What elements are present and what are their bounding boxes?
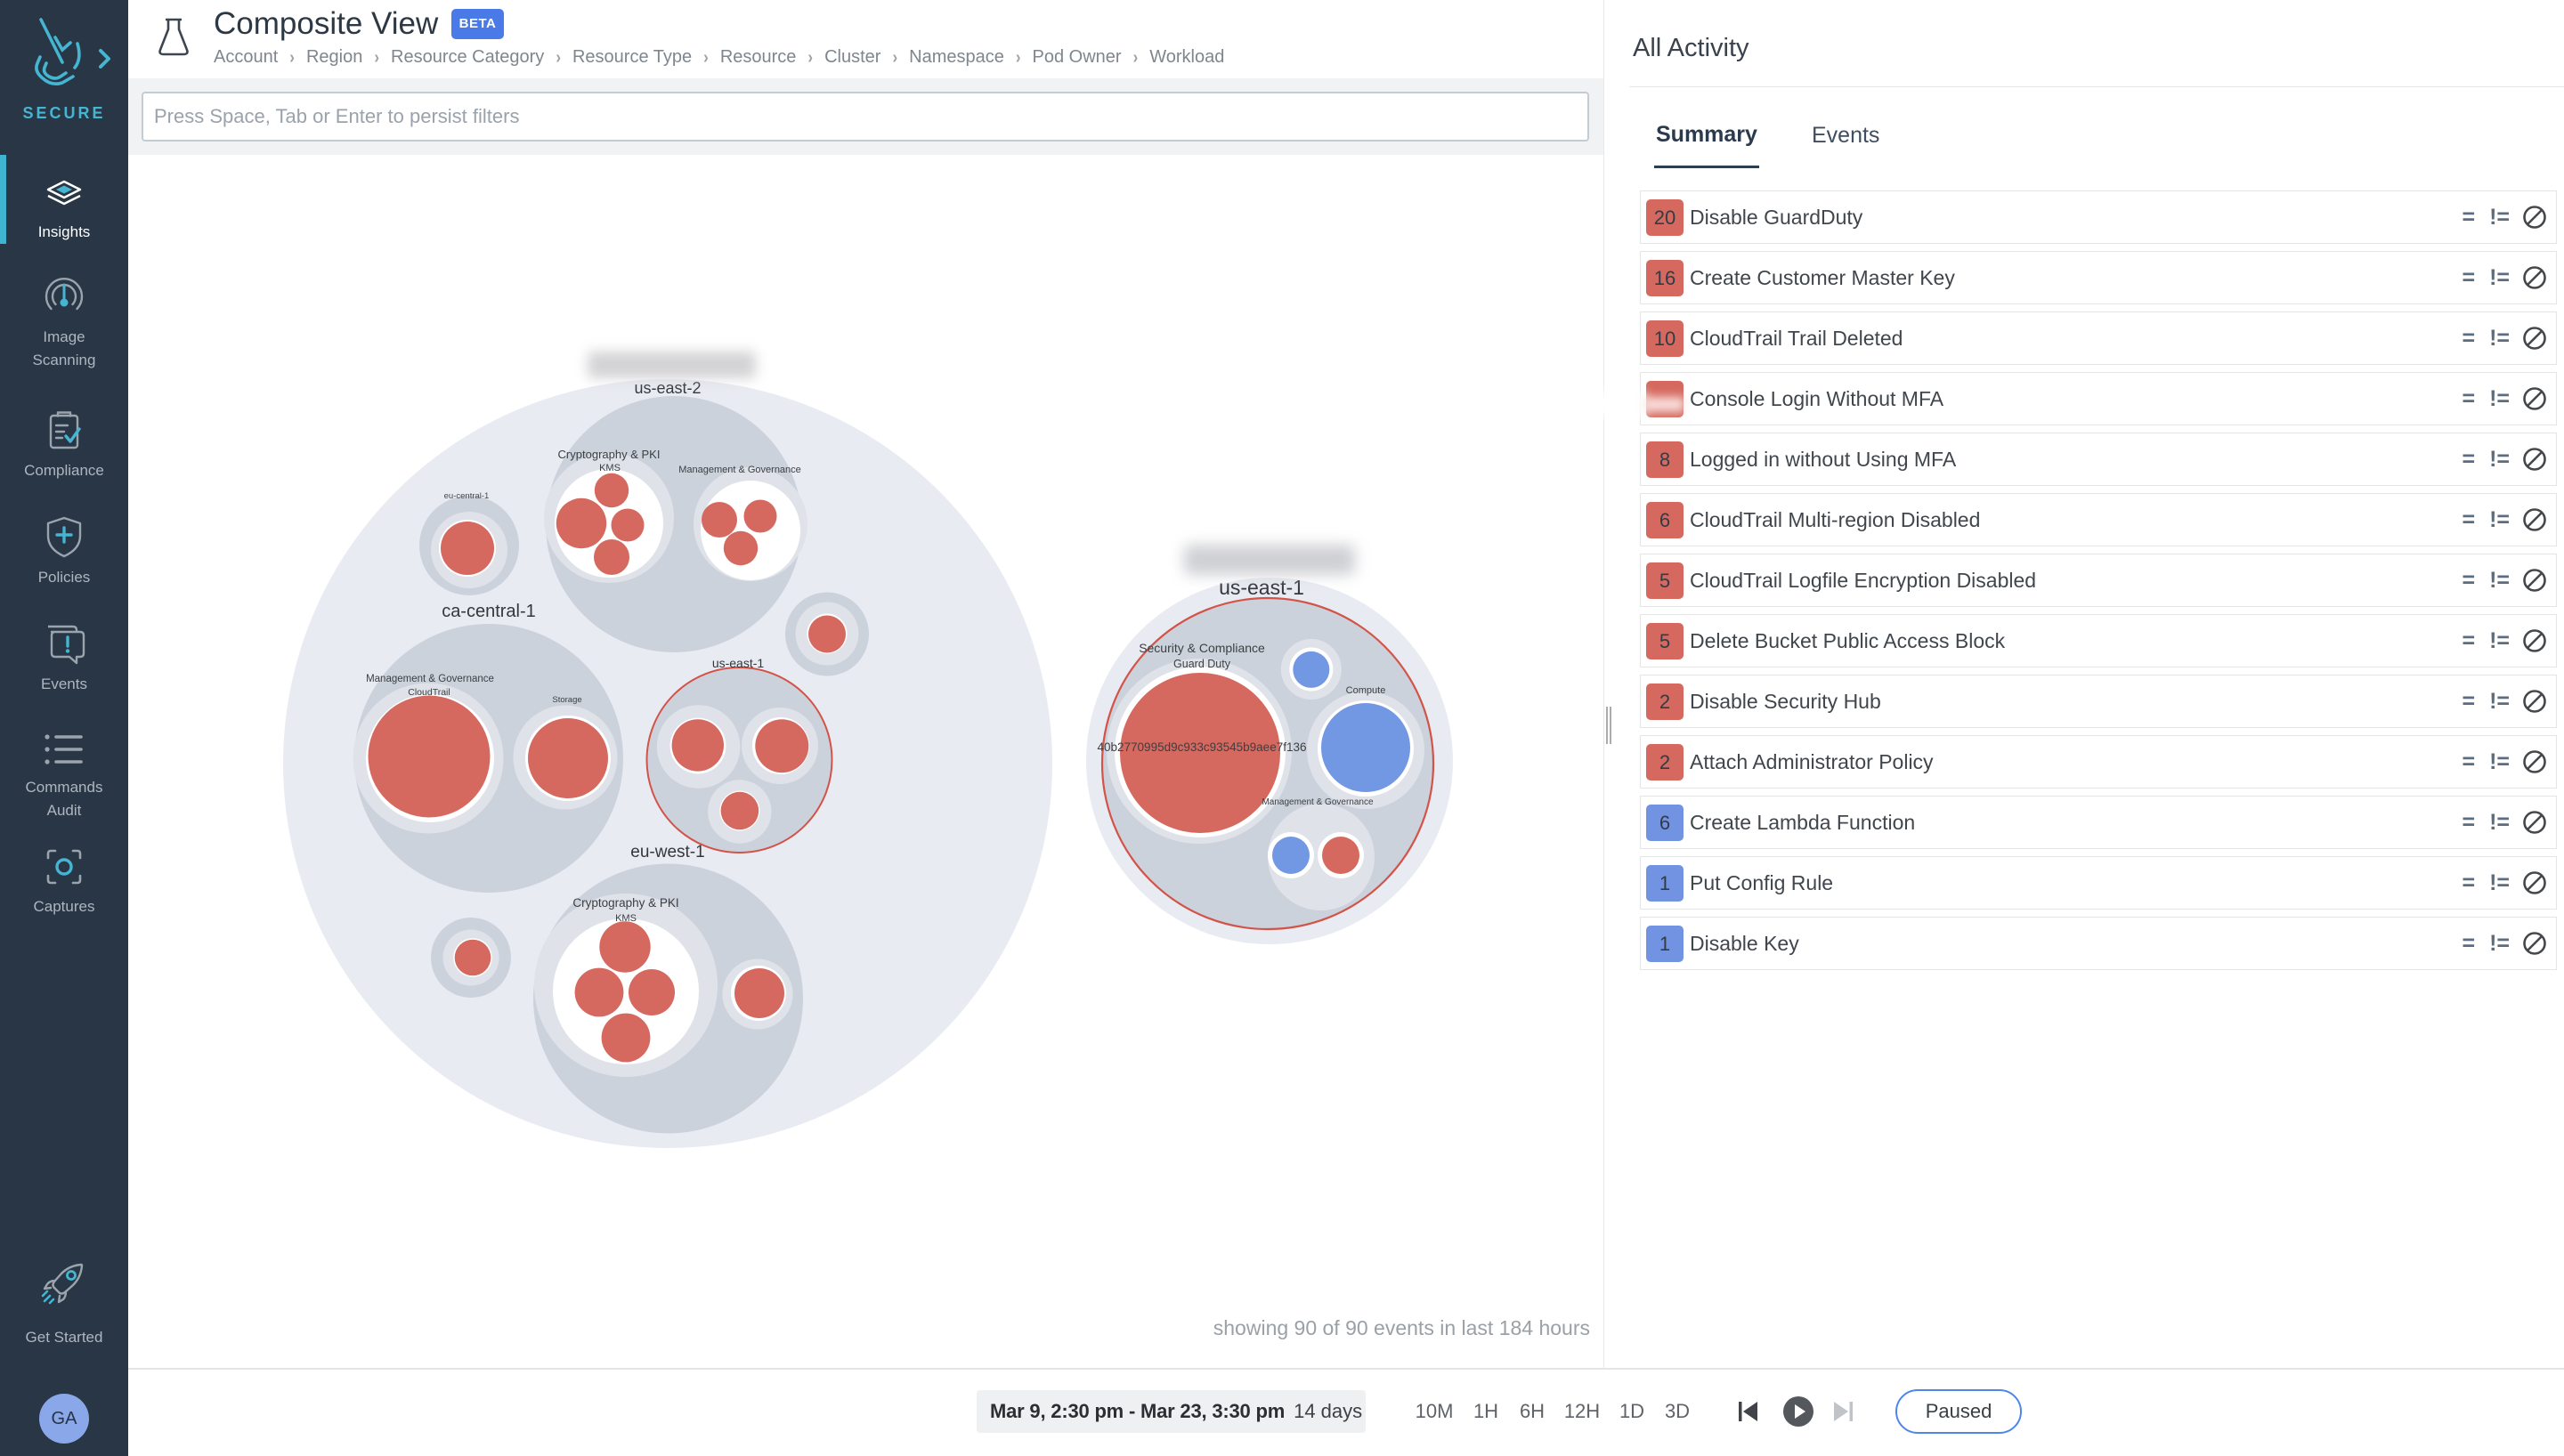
svg-text:Management & Governance: Management & Governance — [1262, 797, 1374, 807]
svg-text:Cryptography & PKI: Cryptography & PKI — [558, 448, 661, 461]
svg-text:KMS: KMS — [599, 463, 621, 473]
svg-text:Security & Compliance: Security & Compliance — [1139, 641, 1265, 655]
svg-text:Guard Duty: Guard Duty — [1173, 658, 1231, 670]
svg-text:Management & Governance: Management & Governance — [366, 674, 494, 684]
svg-text:us-east-1: us-east-1 — [1219, 576, 1304, 599]
svg-text:Cryptography & PKI: Cryptography & PKI — [572, 896, 678, 910]
svg-text:eu-west-1: eu-west-1 — [630, 843, 704, 861]
svg-text:CloudTrail: CloudTrail — [408, 687, 450, 698]
svg-text:eu-central-1: eu-central-1 — [444, 491, 490, 501]
svg-text:40b2770995d9c933c93545b9aee7f1: 40b2770995d9c933c93545b9aee7f136 — [1098, 740, 1307, 754]
svg-text:Storage: Storage — [552, 695, 581, 705]
svg-text:KMS: KMS — [615, 913, 637, 924]
svg-text:us-east-1: us-east-1 — [712, 656, 765, 670]
svg-text:us-east-2: us-east-2 — [634, 379, 701, 397]
svg-text:ca-central-1: ca-central-1 — [442, 602, 536, 621]
svg-text:Management & Governance: Management & Governance — [678, 465, 801, 475]
svg-text:Compute: Compute — [1346, 685, 1386, 696]
